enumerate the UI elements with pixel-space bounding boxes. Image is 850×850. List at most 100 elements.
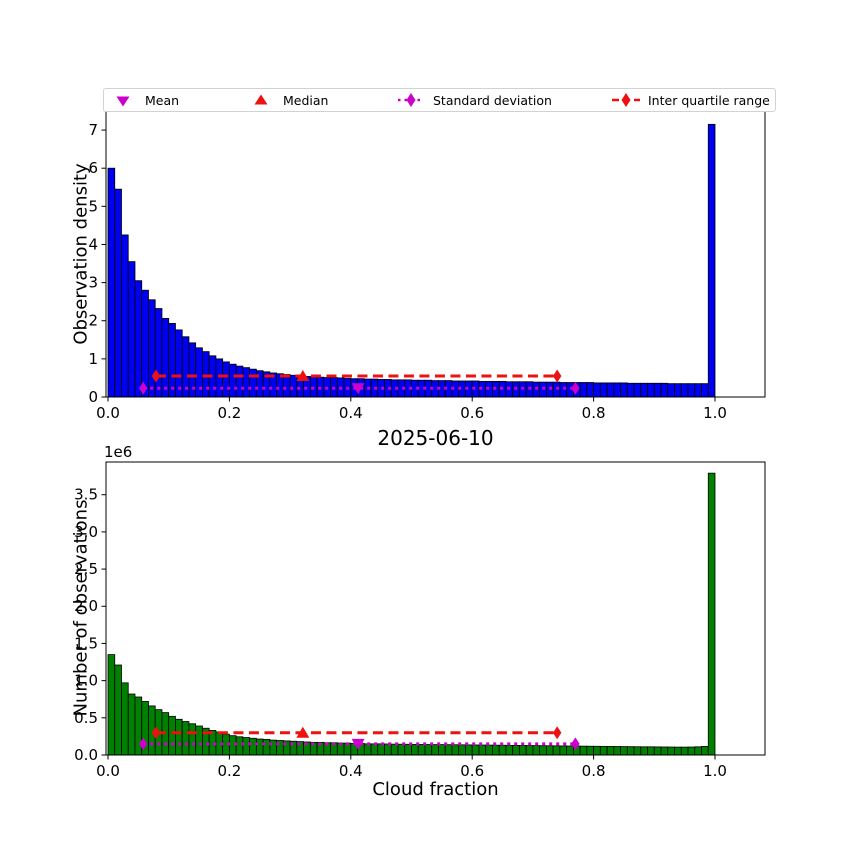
y-tick-label: 7: [88, 121, 98, 139]
y-axis-label-observation-density: Observation density: [70, 163, 92, 345]
y-tick-label: 4: [88, 235, 98, 253]
histogram-bar: [289, 374, 298, 398]
histogram-bar: [235, 736, 244, 756]
median-triangle-marker: [296, 370, 310, 382]
histogram-bar: [613, 382, 621, 398]
histogram-bar: [181, 721, 190, 756]
histogram-bar: [559, 382, 568, 398]
histogram-bar: [586, 745, 594, 756]
histogram-bar: [552, 745, 561, 756]
histogram-bar: [512, 745, 520, 756]
histogram-bar: [653, 382, 662, 398]
histogram-bar: [148, 299, 156, 398]
histogram-bar: [127, 261, 136, 398]
x-tick-label: 0.4: [339, 404, 363, 422]
histogram-bar: [579, 382, 588, 398]
histogram-bar: [175, 718, 183, 756]
histogram-bar: [141, 289, 149, 398]
histogram-bar: [215, 358, 224, 398]
y-tick-label: 1.0: [74, 672, 98, 690]
stat-diamond-marker: [552, 726, 562, 740]
histogram-bar: [701, 383, 709, 398]
histogram-bar: [633, 382, 642, 398]
histogram-bar: [114, 664, 122, 756]
histogram-bar: [262, 738, 271, 756]
histogram-bar: [660, 382, 669, 398]
histogram-bar: [242, 367, 251, 398]
histogram-bar: [168, 323, 176, 398]
histogram-bar: [282, 374, 291, 398]
histogram-bar: [127, 693, 136, 756]
stat-diamond-marker: [139, 381, 148, 395]
median-triangle-marker: [296, 726, 310, 738]
histogram-bar: [626, 382, 635, 398]
histogram-bar: [242, 737, 251, 756]
y-tick-label: 2: [88, 312, 98, 330]
histogram-bar: [107, 167, 116, 398]
stat-diamond-marker: [552, 369, 562, 383]
stat-diamond-marker: [151, 369, 161, 383]
y-axis-offset-label-1e6: 1e6: [104, 443, 133, 461]
histogram-bar: [626, 746, 635, 756]
histogram-bar: [694, 746, 702, 756]
histogram-bar: [505, 744, 514, 756]
histogram-bar: [492, 744, 500, 756]
legend-item-mean: Mean: [108, 89, 179, 111]
histogram-bar: [228, 363, 237, 398]
histogram-bar: [653, 746, 662, 756]
stat-diamond-marker: [139, 737, 148, 751]
histogram-bar: [640, 746, 648, 756]
y-tick-label: 5: [88, 197, 98, 215]
y-tick-label: 3.0: [74, 523, 98, 541]
histogram-bar: [438, 744, 446, 756]
histogram-bar: [134, 280, 143, 398]
mean-triangle-marker: [351, 383, 365, 395]
legend-label-standard-deviation: Standard deviation: [433, 92, 552, 108]
chart-title: 2025-06-10: [377, 426, 494, 450]
x-tick-label: 0.2: [217, 404, 241, 422]
histogram-bar: [222, 361, 230, 398]
legend-label-inter-quartile-range: Inter quartile range: [648, 92, 770, 108]
histogram-bar: [707, 472, 716, 756]
y-tick-label: 2.5: [74, 560, 98, 578]
histogram-bar: [701, 746, 709, 756]
histogram-bar: [606, 746, 615, 756]
mean-triangle-marker: [351, 738, 365, 750]
histogram-bar: [599, 745, 608, 756]
histogram-bar: [168, 715, 176, 756]
x-tick-label: 0.0: [96, 762, 120, 780]
histogram-bar: [532, 745, 541, 756]
legend-label-median: Median: [283, 92, 329, 108]
histogram-bar: [647, 746, 655, 756]
histogram-bar: [121, 682, 129, 756]
x-axis-label-cloud-fraction: Cloud fraction: [372, 779, 499, 800]
histogram-bar: [559, 745, 568, 756]
histogram-bar: [114, 188, 122, 398]
histogram-bar: [235, 365, 244, 398]
histogram-bar: [384, 743, 392, 756]
histogram-bar: [107, 654, 116, 756]
histogram-bar: [465, 744, 473, 756]
histogram-bar: [640, 382, 648, 398]
histogram-bar: [647, 382, 655, 398]
y-tick-label: 1: [88, 350, 98, 368]
y-tick-label: 2.0: [74, 597, 98, 615]
histogram-bar: [444, 744, 453, 756]
histogram-bar: [694, 383, 702, 398]
stat-diamond-marker: [151, 726, 161, 740]
histogram-bar: [519, 745, 527, 756]
histogram-bar: [202, 351, 210, 398]
histogram-bar: [660, 746, 669, 756]
mean-triangle-down-icon: [116, 96, 130, 107]
histogram-bar: [377, 743, 385, 756]
histogram-bar: [451, 744, 460, 756]
histogram-bar: [667, 383, 675, 398]
histogram-bar: [586, 382, 594, 398]
y-axis-label-number-of-observations: Number of observations: [70, 499, 92, 717]
x-tick-label: 1.0: [703, 762, 727, 780]
histogram-bar: [566, 745, 574, 756]
histogram-bar: [633, 746, 642, 756]
histogram-bar: [397, 743, 406, 756]
